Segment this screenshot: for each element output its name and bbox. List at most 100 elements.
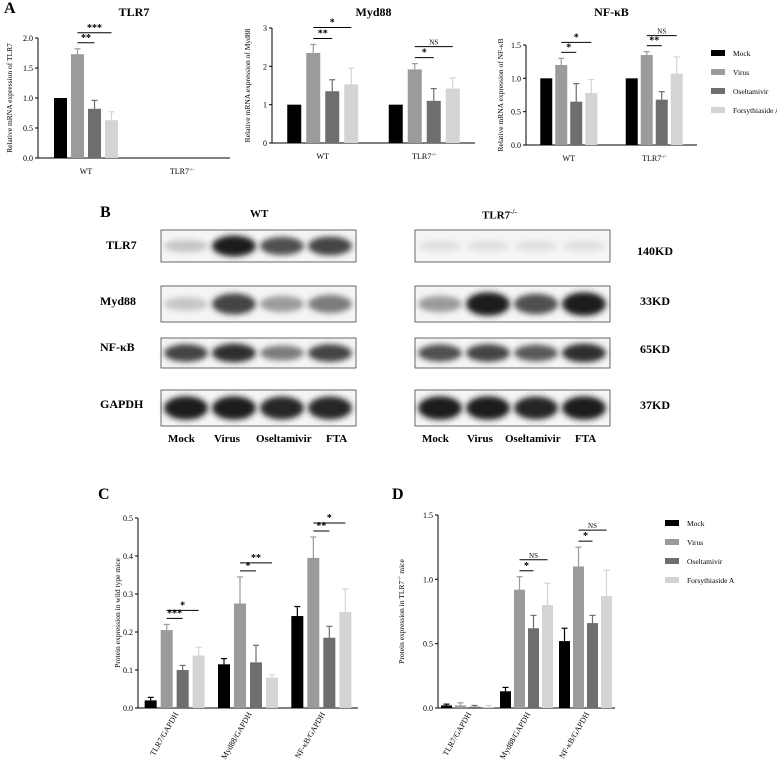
x-tick-label: WT (317, 152, 330, 161)
bar (339, 611, 352, 708)
x-tick-label: Myd88/GAPDH (219, 710, 253, 760)
significance-label: * (180, 600, 185, 611)
y-tick-label: 1.0 (423, 575, 433, 584)
protein-band (212, 235, 256, 257)
bar (573, 566, 584, 708)
bar (625, 78, 638, 145)
x-tick-label: TLR7-/- (642, 154, 666, 163)
protein-band (514, 344, 558, 362)
x-tick-label: TLR7/GAPDH (148, 710, 180, 757)
y-tick-label: 1.0 (23, 94, 33, 103)
significance-label: ** (81, 33, 91, 44)
y-tick-label: 1 (263, 101, 267, 110)
group-label-ko: TLR7-/- (482, 208, 517, 222)
panel-letter-b: B (100, 204, 111, 221)
bar (585, 93, 598, 145)
x-tick-label: NF-κB/GAPDH (293, 710, 327, 760)
kd-label-nfkb: 65KD (640, 342, 670, 356)
significance-label: * (566, 42, 571, 53)
protein-band (466, 240, 510, 252)
bar (514, 589, 525, 708)
bar (344, 84, 359, 143)
protein-band (164, 239, 208, 253)
chart-title: TLR7 (119, 5, 150, 19)
bar (88, 108, 101, 158)
bar (528, 628, 539, 708)
protein-band (164, 344, 208, 362)
lane-label-fta-wt: FTA (326, 433, 348, 445)
significance-label: NS (657, 28, 666, 36)
significance-label: * (422, 48, 427, 59)
bar (455, 705, 466, 708)
lane-label-virus-wt: Virus (214, 433, 240, 445)
protein-band (308, 236, 352, 256)
bar (555, 65, 568, 145)
legend-label: Forsythiaside A (687, 576, 735, 585)
y-tick-label: 0.5 (423, 640, 433, 649)
significance-label: * (524, 561, 529, 572)
legend-label: Virus (687, 538, 703, 547)
chart-protein-tlr7ko: 0.0 0.5 1.0 1.5 Protein expression in TLR7-/… (397, 511, 735, 760)
chart-nfkb-mrna: NF-κB 0.0 0.5 1.0 1.5 Relative mRNA expressio… (496, 5, 777, 163)
panel-letter-a: A (4, 0, 16, 17)
y-tick-label: 1.0 (511, 74, 521, 83)
protein-band (260, 345, 304, 361)
x-tick-label: TLR7-/- (412, 152, 436, 161)
x-tick-label: TLR7/GAPDH (441, 710, 473, 757)
bar (407, 69, 422, 143)
protein-band (418, 295, 462, 313)
lane-label-mock-wt: Mock (168, 433, 195, 445)
bar (266, 677, 278, 708)
protein-band (164, 396, 208, 420)
y-axis-label: Protein expression in TLR7-/- mice (397, 559, 406, 664)
bar (71, 54, 84, 159)
bar (291, 616, 304, 708)
bar (445, 88, 460, 143)
bar (426, 100, 441, 143)
bar (587, 623, 598, 708)
protein-band (308, 396, 352, 420)
bar (325, 91, 340, 143)
legend-swatch (711, 69, 725, 75)
significance-label: ** (318, 28, 328, 39)
y-tick-label: 0.2 (123, 628, 133, 637)
protein-band (562, 396, 606, 420)
bar (640, 55, 653, 145)
y-axis-label: Protein expression in wild type mice (113, 557, 122, 667)
y-tick-label: 3 (263, 24, 267, 33)
chart-protein-wt: 0.0 0.1 0.2 0.3 0.4 0.5 Protein expression in … (113, 513, 358, 760)
significance-label: NS (429, 39, 438, 47)
bar (388, 104, 403, 143)
y-axis-label: Relative mRNA expression of Myd88 (243, 28, 252, 142)
protein-band (514, 396, 558, 420)
lane-label-mock-ko: Mock (422, 433, 449, 445)
bar (307, 557, 320, 708)
significance-label: * (583, 531, 588, 542)
panel-letter-d: D (392, 486, 404, 503)
bar (176, 670, 189, 708)
protein-band (466, 292, 510, 316)
protein-band (308, 294, 352, 314)
protein-band (418, 344, 462, 362)
legend-label: Oseltamivir (733, 87, 769, 96)
y-tick-label: 2.0 (23, 34, 33, 43)
bar (250, 662, 262, 708)
legend-swatch (711, 107, 725, 113)
bar (234, 603, 246, 708)
legend-swatch (665, 539, 679, 545)
protein-band (212, 293, 256, 315)
bar (540, 78, 553, 145)
y-axis-label: Relative mRNA expression of TLR7 (5, 43, 14, 153)
bar (670, 73, 683, 145)
protein-band (260, 396, 304, 420)
bar (192, 655, 205, 708)
protein-band (308, 344, 352, 362)
x-tick-label: Myd88/GAPDH (498, 710, 532, 760)
y-tick-label: 0.1 (123, 666, 133, 675)
protein-band (466, 396, 510, 420)
y-tick-label: 0.4 (123, 552, 133, 561)
protein-band (260, 236, 304, 256)
protein-band (418, 396, 462, 420)
bar (469, 706, 480, 708)
significance-label: * (574, 32, 579, 43)
